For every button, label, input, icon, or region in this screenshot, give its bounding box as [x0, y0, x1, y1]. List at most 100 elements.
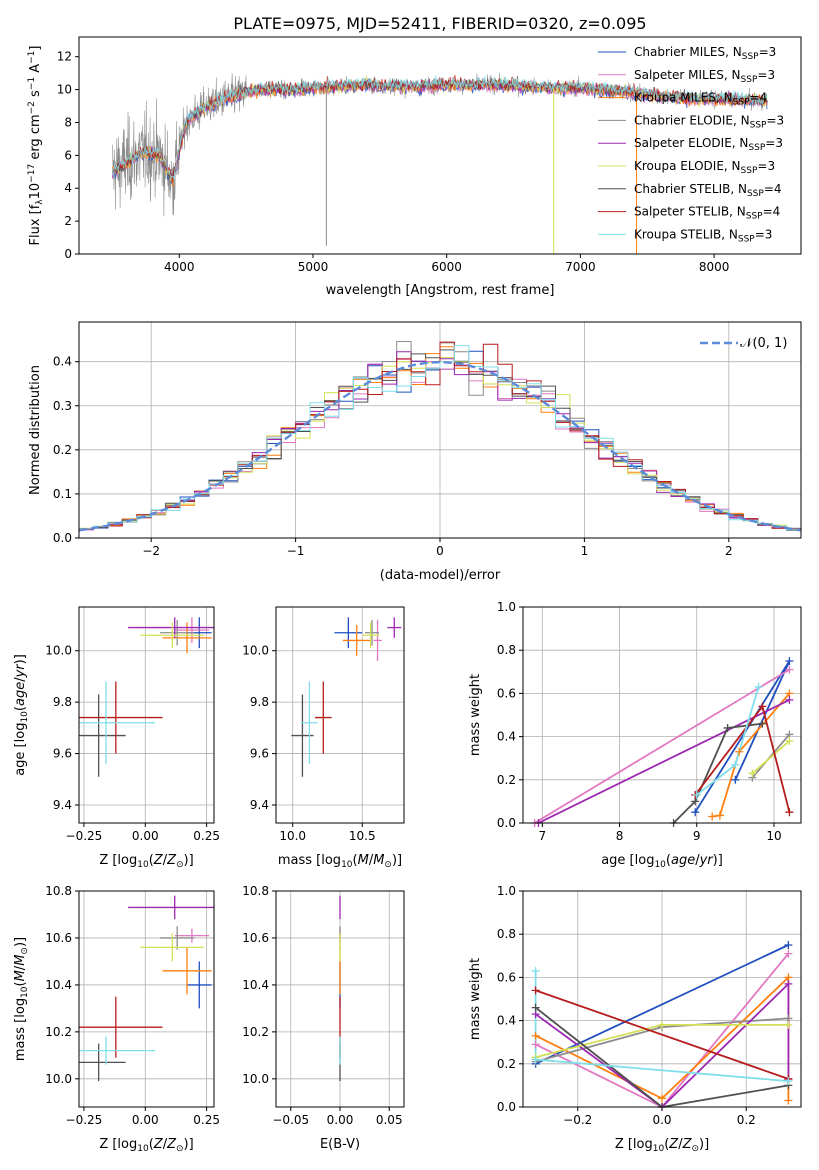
y-tick-label: 9.8	[53, 695, 72, 709]
x-tick-label: −0.25	[66, 1113, 103, 1127]
x-tick-label: 8	[616, 829, 624, 843]
mass-weight-line	[534, 668, 790, 823]
mass-vs-ebv-panel: −0.05 0.00 0.05 10.0 10.2 10.4 10.6 10.8 E(B-V)	[242, 884, 405, 1152]
x-axis-label: age [log10(age/yr)]	[601, 853, 723, 870]
legend-entry: 𝒩(0, 1)	[740, 336, 787, 351]
y-tick-label: 10	[57, 83, 72, 97]
spectrum-panel: 4000 5000 6000 7000 8000 0 2 4 6 8 10 12 wavelength …	[27, 36, 802, 298]
legend-entry-sub: SSP	[738, 234, 755, 244]
axes-frame	[275, 606, 405, 824]
x-tick-label: 0.00	[132, 829, 159, 843]
y-tick-label: 10.0	[242, 1072, 269, 1086]
y-tick-label: 0.4	[497, 1014, 516, 1028]
figure-title: PLATE=0975, MJD=52411, FIBERID=0320, z=0…	[233, 14, 646, 33]
x-axis-label: Z [log10(Z/Z⊙)]	[99, 1137, 193, 1154]
x-tick-label: 10.0	[279, 829, 306, 843]
mass-weight-marker	[735, 747, 744, 756]
mass-weight-marker	[748, 769, 757, 778]
legend-entry-sub: SSP	[742, 52, 759, 62]
legend-entry-sub: SSP	[733, 98, 750, 108]
legend-entry-suffix: =3	[759, 45, 777, 59]
mass-weight-marker	[692, 790, 701, 799]
y-axis-label: Normed distribution	[28, 365, 43, 495]
x-tick-label: 7	[538, 829, 546, 843]
legend-entry: Salpeter MILES, NSSP=3	[634, 68, 775, 85]
legend-entry-suffix: =3	[757, 159, 775, 173]
y-tick-label: 0.0	[497, 1100, 516, 1114]
legend-entry-suffix: =3	[755, 227, 773, 241]
legend-entry-suffix: =4	[764, 182, 782, 196]
legend-entry-label: Chabrier ELODIE, N	[634, 113, 750, 127]
x-tick-label: 4000	[164, 260, 195, 274]
legend-entry-sub: SSP	[748, 143, 765, 153]
legend-entry: Kroupa STELIB, NSSP=3	[634, 227, 772, 244]
legend-entry-label: Salpeter STELIB, N	[634, 205, 746, 219]
legend-entry: Kroupa ELODIE, NSSP=3	[634, 159, 775, 176]
y-tick-label: 10.0	[242, 644, 269, 658]
y-tick-label: 9.4	[53, 798, 72, 812]
x-tick-label: 9	[693, 829, 701, 843]
legend-entry-suffix: =3	[765, 136, 783, 150]
y-tick-label: 10.0	[45, 644, 72, 658]
legend-entry: Salpeter ELODIE, NSSP=3	[634, 136, 783, 153]
x-axis-label: E(B-V)	[320, 1137, 360, 1152]
mass-weight-marker	[784, 1020, 793, 1029]
plot-area	[534, 660, 791, 823]
legend-entry: Chabrier MILES, NSSP=3	[634, 45, 776, 62]
mass-weight-marker	[785, 808, 794, 817]
mass-weight-marker	[691, 808, 700, 817]
plot-area	[291, 617, 402, 777]
x-axis-label: (data-model)/error	[380, 568, 501, 583]
mass-weight-line	[535, 989, 789, 1080]
mass-weight-line	[535, 953, 790, 1107]
normal-distribution-curve	[79, 360, 801, 532]
x-tick-label: −0.05	[272, 1113, 309, 1127]
y-tick-label: 9.4	[250, 798, 269, 812]
legend-entry-sub: SSP	[741, 75, 758, 85]
mass-weight-marker	[531, 1055, 540, 1064]
age-vs-mass-panel: 10.0 10.5 9.4 9.6 9.8 10.0 mass [log10(M/M⊙)]	[242, 606, 405, 870]
mass-weight-line	[538, 699, 790, 823]
y-tick-label: 1.0	[497, 884, 516, 898]
legend-entry-sub: SSP	[746, 212, 763, 222]
x-axis-label: wavelength [Angstrom, rest frame]	[326, 283, 555, 298]
y-tick-label: 9.6	[53, 747, 72, 761]
axes-frame	[78, 36, 802, 255]
mass-weight-marker	[658, 1020, 666, 1029]
x-tick-label: 1	[581, 544, 589, 558]
y-tick-label: 0.0	[53, 531, 72, 545]
y-tick-label: 8	[64, 115, 72, 129]
x-tick-label: −1	[287, 544, 305, 558]
x-tick-label: 5000	[298, 260, 329, 274]
mass-weight-marker	[531, 1031, 540, 1040]
mass-weight-marker	[784, 949, 793, 958]
y-tick-label: 10.4	[242, 978, 269, 992]
axes-frame	[275, 890, 405, 1108]
mass-weight-marker	[531, 1003, 540, 1012]
mass-weight-line	[672, 722, 763, 823]
mass-vs-metallicity-panel: −0.25 0.00 0.25 10.0 10.2 10.4 10.6 10.8 Z [log1…	[13, 884, 220, 1154]
x-tick-label: 0.25	[193, 1113, 220, 1127]
x-axis-label: Z [log10(Z/Z⊙)]	[99, 853, 193, 870]
mass-weight-marker	[531, 986, 540, 995]
x-tick-label: 0.05	[376, 1113, 403, 1127]
mass-weight-marker	[784, 1077, 793, 1086]
mass-weight-marker	[723, 723, 732, 732]
mass-weight-vs-age-panel: 7 8 9 10 0.0 0.2 0.4 0.6 0.8 1.0 age [log10(age/yr…	[468, 600, 802, 870]
y-tick-label: 0.6	[497, 970, 516, 984]
mass-weight-marker	[758, 719, 767, 728]
axes-frame	[78, 890, 215, 1108]
legend-entry-suffix: =3	[766, 113, 784, 127]
legend-entry-suffix: =4	[750, 91, 768, 105]
y-tick-label: 9.6	[250, 747, 269, 761]
axes-frame	[78, 321, 802, 539]
legend-entry-label: Chabrier STELIB, N	[634, 182, 747, 196]
age-vs-metallicity-panel: −0.25 0.00 0.25 9.4 9.6 9.8 10.0 Z [log10(Z/Z⊙)…	[13, 606, 220, 870]
axes-frame	[522, 890, 802, 1108]
y-tick-label: 0.4	[53, 355, 72, 369]
x-tick-label: 0	[436, 544, 444, 558]
legend-entry-sub: SSP	[741, 166, 758, 176]
mass-weight-marker	[715, 811, 724, 820]
mass-weight-marker	[731, 760, 740, 769]
